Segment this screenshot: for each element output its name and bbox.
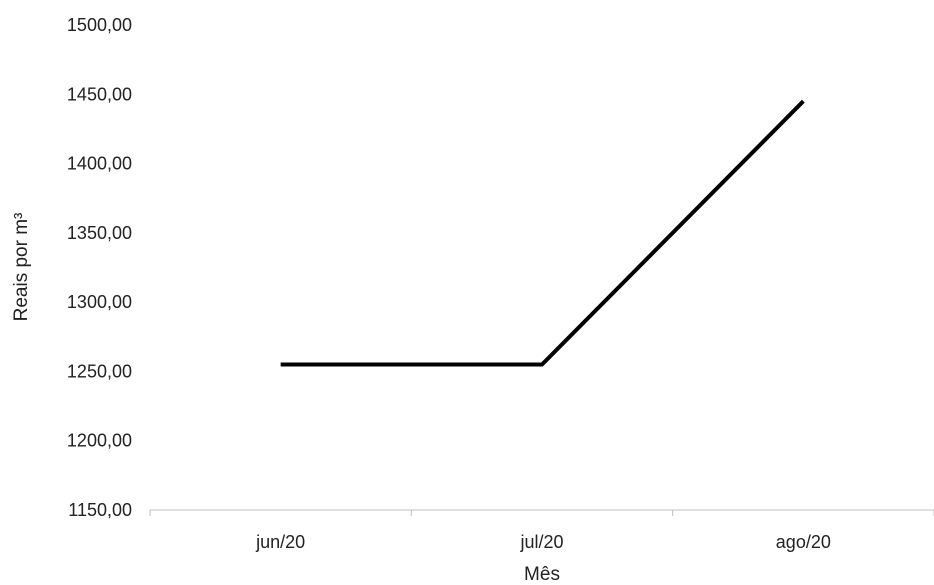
x-tick-label: ago/20 bbox=[776, 532, 831, 552]
y-tick-label: 1200,00 bbox=[67, 431, 132, 451]
y-tick-label: 1150,00 bbox=[68, 500, 132, 520]
y-tick-label: 1400,00 bbox=[67, 154, 132, 174]
series-line bbox=[280, 99, 805, 367]
y-tick-label: 1500,00 bbox=[67, 15, 132, 35]
y-axis-title: Reais por m³ bbox=[11, 213, 32, 322]
x-tick-label: jun/20 bbox=[255, 532, 305, 552]
x-axis-title: Mês bbox=[524, 564, 560, 585]
y-tick-label: 1250,00 bbox=[67, 361, 132, 381]
y-axis-ticks: 1150,00 1200,00 1250,00 1300,00 1350,00 1400,… bbox=[67, 15, 132, 520]
y-tick-label: 1350,00 bbox=[67, 223, 132, 243]
x-tick-label: jul/20 bbox=[519, 532, 563, 552]
y-tick-label: 1450,00 bbox=[67, 84, 132, 104]
y-tick-label: 1300,00 bbox=[67, 292, 132, 312]
x-axis-ticks: jun/20 jul/20 ago/20 bbox=[149, 510, 934, 552]
